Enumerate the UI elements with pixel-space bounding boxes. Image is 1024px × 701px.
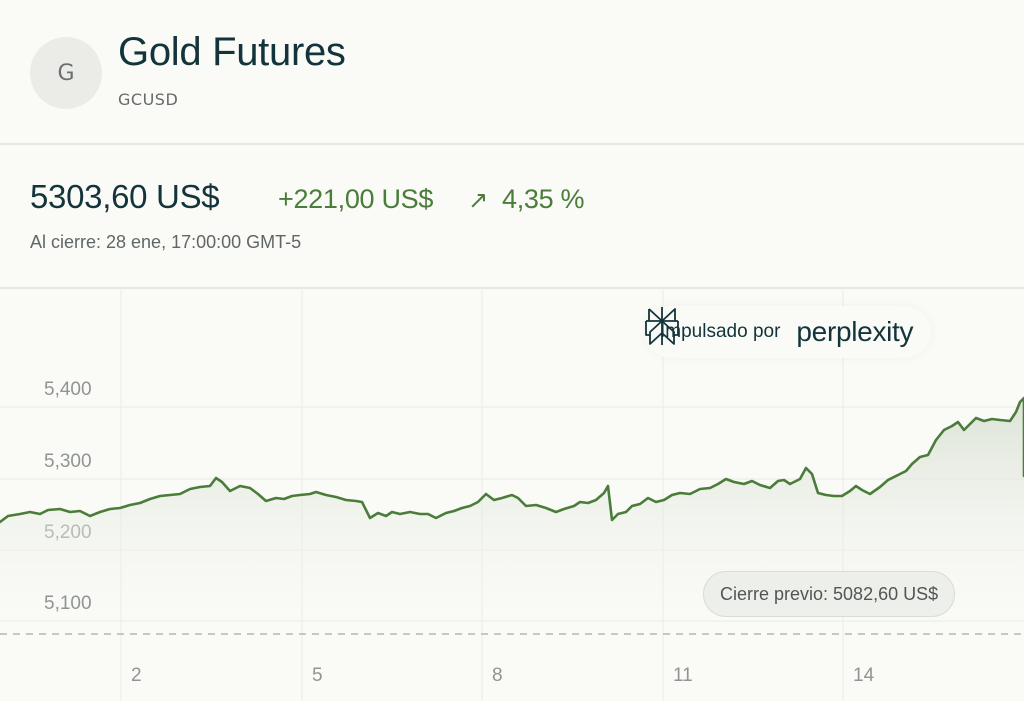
price-line [0, 396, 1024, 524]
powered-by-badge[interactable]: Impulsado por perplexity [645, 306, 932, 358]
instrument-header: G Gold Futures GCUSD [0, 0, 1024, 144]
close-timestamp: Al cierre: 28 ene, 17:00:00 GMT-5 [30, 232, 302, 252]
ticker-symbol: GCUSD [118, 90, 179, 109]
powered-by-label: Impulsado por [660, 321, 781, 342]
y-tick-label: 5,400 [44, 379, 92, 400]
x-tick-label: 11 [673, 665, 693, 686]
brand-name: perplexity [796, 316, 914, 347]
current-price: 5303,60 US$ [30, 178, 220, 215]
x-tick-label: 5 [312, 665, 323, 686]
previous-close-label: Cierre previo: 5082,60 US$ [720, 583, 939, 604]
y-tick-label: 5,300 [44, 451, 92, 472]
x-tick-label: 2 [131, 665, 142, 686]
quote-divider [0, 287, 1024, 289]
previous-close-badge: Cierre previo: 5082,60 US$ [703, 571, 956, 617]
header-divider [0, 143, 1024, 145]
y-tick-label: 5,100 [44, 593, 92, 614]
avatar: G [30, 37, 102, 109]
percent-change: 4,35 % [502, 184, 585, 214]
avatar-letter: G [57, 60, 75, 86]
instrument-title: Gold Futures [118, 30, 346, 74]
price-change: +221,00 US$ [278, 184, 434, 214]
x-tick-label: 8 [492, 665, 503, 686]
arrow-up-right-icon: ↗ [468, 187, 489, 214]
quote-section [0, 146, 1024, 288]
price-chart[interactable]: 5,400 5,300 5,200 5,100 2 5 8 11 14 Impu… [0, 290, 1024, 701]
y-tick-label: 5,200 [44, 522, 92, 543]
x-tick-label: 14 [853, 665, 875, 686]
perplexity-logo-icon [645, 307, 679, 345]
